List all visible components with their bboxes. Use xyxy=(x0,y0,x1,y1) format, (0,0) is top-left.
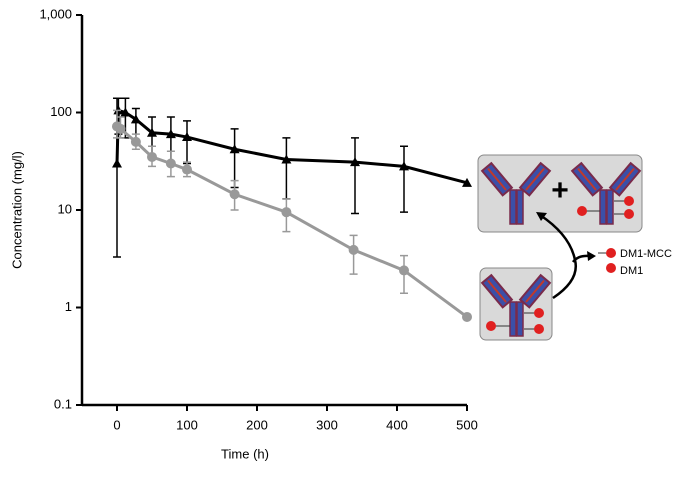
marker xyxy=(165,129,176,139)
x-tick-label: 500 xyxy=(456,417,478,432)
plus: + xyxy=(551,174,569,207)
marker xyxy=(120,107,131,117)
marker xyxy=(147,151,157,162)
marker xyxy=(462,177,472,187)
marker xyxy=(147,127,157,137)
marker xyxy=(281,207,292,218)
drug xyxy=(534,324,544,334)
series-line xyxy=(116,125,468,319)
drug xyxy=(606,263,616,273)
marker xyxy=(229,189,240,200)
y-tick-label: 0.1 xyxy=(54,396,72,411)
legend-label: DM1 xyxy=(620,265,643,277)
y-tick-label: 1 xyxy=(65,299,72,314)
drug xyxy=(486,321,496,331)
arrowhead xyxy=(536,212,547,221)
x-tick-label: 0 xyxy=(113,417,120,432)
error-bar xyxy=(230,128,239,189)
arrowhead xyxy=(587,251,596,261)
y-tick-label: 1,000 xyxy=(39,6,72,21)
marker xyxy=(399,161,409,171)
drug xyxy=(606,248,616,258)
x-tick-label: 200 xyxy=(246,417,268,432)
series-line xyxy=(115,108,468,185)
plot: 0.1 1 10 100 1,000 0 100 200 300 400 500 xyxy=(39,6,477,432)
error-bar xyxy=(400,145,408,213)
x-tick-label: 400 xyxy=(386,417,408,432)
marker xyxy=(462,311,472,322)
x-tick-label: 100 xyxy=(176,417,198,432)
marker xyxy=(348,244,359,255)
drug xyxy=(624,196,634,206)
y-axis-label: Concentration (mg/l) xyxy=(9,151,24,269)
drug xyxy=(577,206,587,216)
marker xyxy=(165,158,176,169)
marker xyxy=(229,144,240,154)
x-axis-label: Time (h) xyxy=(221,446,269,461)
marker xyxy=(350,157,360,167)
marker xyxy=(182,132,192,142)
legend-label: DM1-MCC xyxy=(620,248,672,260)
x-tick-label: 300 xyxy=(316,417,338,432)
marker xyxy=(115,123,126,134)
drug xyxy=(624,209,634,219)
marker xyxy=(130,136,141,147)
marker xyxy=(130,114,141,124)
marker xyxy=(399,265,409,276)
diagram: + DM1-MCC DM1 xyxy=(477,154,672,341)
error-bar xyxy=(351,137,359,215)
error-bar xyxy=(282,137,291,200)
y-tick-label: 10 xyxy=(58,201,72,216)
error-bar xyxy=(183,120,191,165)
marker xyxy=(281,154,292,164)
y-tick-label: 100 xyxy=(50,104,72,119)
marker xyxy=(182,164,192,175)
marker xyxy=(112,158,122,168)
drug xyxy=(534,308,544,318)
